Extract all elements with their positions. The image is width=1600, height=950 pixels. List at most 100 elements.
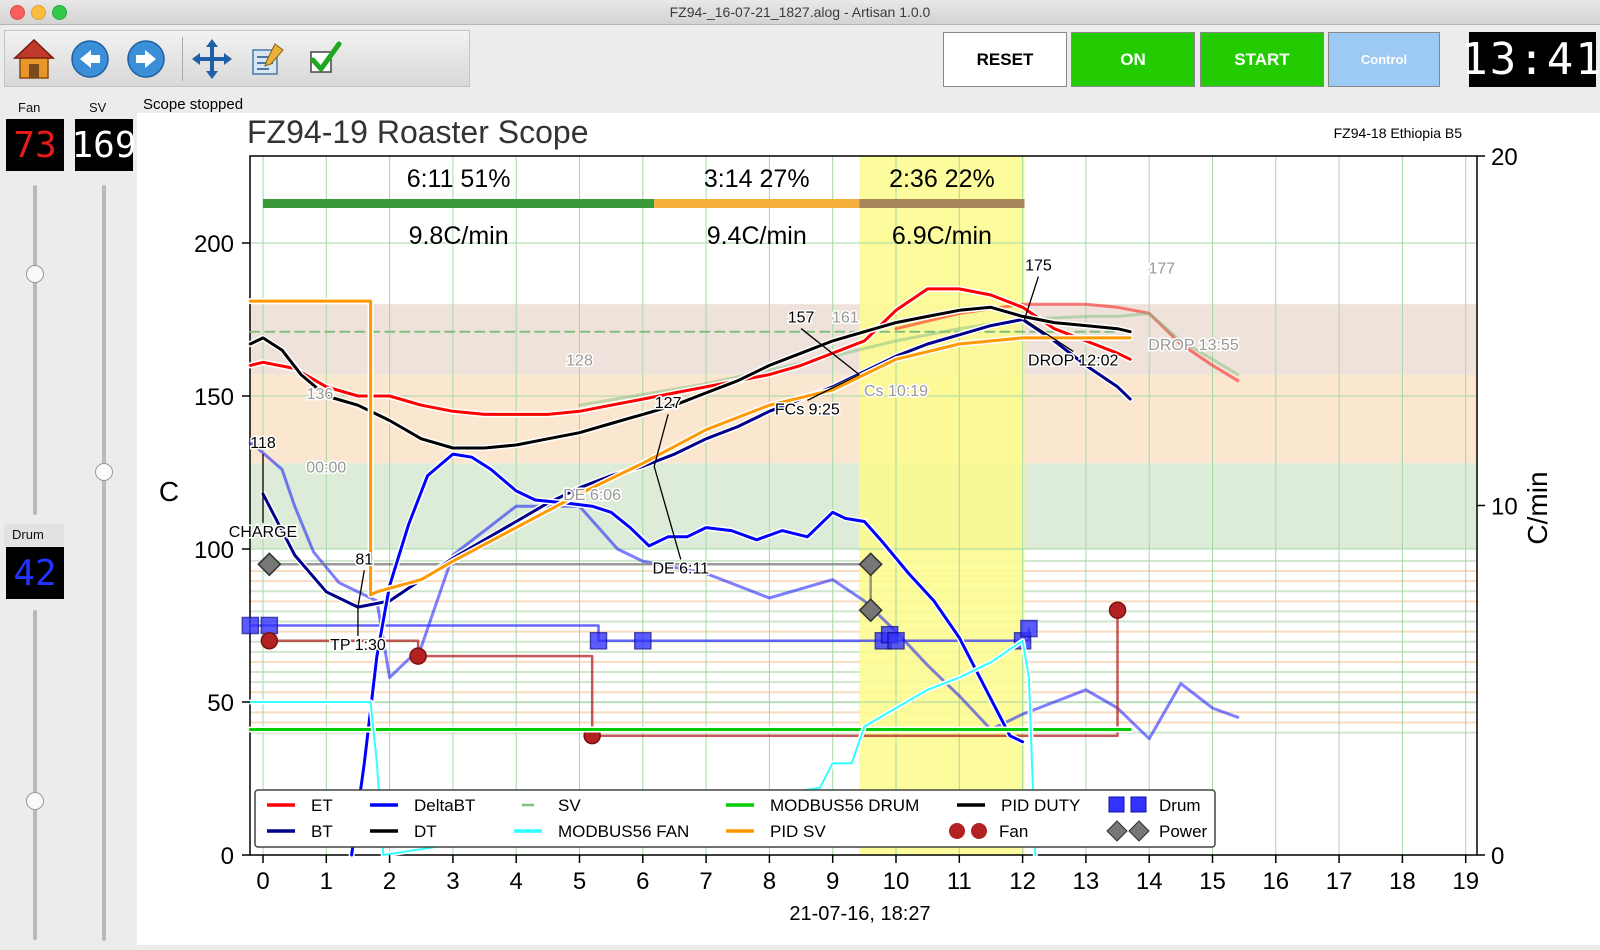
- deltabt-curve: [350, 452, 1025, 857]
- x-tick-label: 13: [1073, 868, 1100, 895]
- y-tick-label: 200: [194, 231, 234, 258]
- x-tick-label: 1: [320, 868, 333, 895]
- chart-svg[interactable]: 6:11 51% 9.8C/min 3:14 27% 9.4C/min 2:36 22%…: [137, 113, 1600, 945]
- fan-slider-handle[interactable]: [26, 265, 44, 284]
- timer-display: 13:41: [1461, 32, 1600, 87]
- on-button[interactable]: ON: [1071, 32, 1195, 87]
- annotation-label: Cs 10:19: [864, 383, 928, 400]
- forward-button[interactable]: [123, 36, 169, 82]
- bt-curve: [261, 318, 1132, 609]
- legend-label: MODBUS56 DRUM: [770, 796, 919, 815]
- phase-ror-label: 9.8C/min: [409, 222, 509, 250]
- legend-swatch: [1130, 796, 1147, 813]
- y-tick-label: 0: [221, 843, 234, 870]
- annotation-leader: [357, 570, 365, 608]
- x-tick-label: 15: [1199, 868, 1226, 895]
- event-fan-marker: [1108, 601, 1127, 619]
- x-tick-label: 10: [883, 868, 910, 895]
- annotation-label: 177: [1149, 261, 1176, 278]
- event-fan-marker: [260, 632, 279, 650]
- start-button[interactable]: START: [1200, 32, 1324, 87]
- pid-sv-curve: [248, 299, 1132, 597]
- y-tick-label: 150: [194, 384, 234, 411]
- phase-ror-label: 9.4C/min: [707, 222, 807, 250]
- title-bar: FZ94-_16-07-21_1827.alog - Artisan 1.0.0: [0, 0, 1600, 25]
- x-tick-label: 5: [573, 868, 586, 895]
- control-button[interactable]: Control: [1328, 32, 1440, 87]
- annotation-leader: [653, 466, 682, 560]
- edit-notes-button[interactable]: [245, 36, 291, 82]
- legend-label: DT: [414, 822, 437, 841]
- reset-button[interactable]: RESET: [943, 32, 1067, 87]
- sv-slider-track[interactable]: [102, 185, 106, 941]
- legend-swatch: [1108, 796, 1125, 813]
- event-drum-marker: [887, 632, 905, 650]
- drum-slider-handle[interactable]: [26, 792, 44, 811]
- x-tick-label: 11: [947, 868, 972, 895]
- annotation-leader: [800, 328, 860, 376]
- x-tick-label: 14: [1136, 868, 1163, 895]
- sv-value-display: 169: [71, 119, 137, 171]
- checkmark-icon: [310, 41, 342, 73]
- x-tick-label: 6: [636, 868, 649, 895]
- minimize-window-button[interactable]: [31, 5, 46, 20]
- event-power-marker: [858, 552, 883, 577]
- legend-label: Power: [1159, 822, 1208, 841]
- x-tick-label: 4: [510, 868, 523, 895]
- x-tick-label: 7: [699, 868, 712, 895]
- y-right-tick-label: 20: [1491, 144, 1518, 171]
- toolbar-separator: [182, 37, 183, 81]
- event-power-marker: [257, 552, 282, 577]
- y-axis-label: C: [159, 476, 179, 507]
- legend-label: PID DUTY: [1001, 796, 1080, 815]
- back-arrow-icon: [71, 40, 109, 78]
- sv-slider-handle[interactable]: [95, 463, 113, 482]
- event-power-marker: [858, 598, 883, 623]
- notes-icon: [252, 43, 284, 75]
- x-tick-label: 19: [1452, 868, 1479, 895]
- event-drum-marker: [260, 616, 279, 635]
- x-tick-label: 9: [826, 868, 839, 895]
- back-button[interactable]: [67, 36, 113, 82]
- legend: ET BT DeltaBT DT SV MODBUS56 FAN MODBUS56 DRUM…: [254, 789, 1216, 848]
- legend-swatch: [1106, 820, 1128, 842]
- y-tick-label: 50: [207, 690, 234, 717]
- x-tick-label: 3: [446, 868, 459, 895]
- annotation-label: 136: [307, 386, 334, 403]
- event-fan-line: [268, 608, 1119, 737]
- zoom-window-button[interactable]: [52, 5, 67, 20]
- x-tick-label: 17: [1326, 868, 1353, 895]
- annotation-label: 118: [250, 435, 276, 452]
- background-profile-label: FZ94-18 Ethiopia B5: [1334, 125, 1463, 141]
- et-curve: [248, 287, 1132, 416]
- legend-swatch: [971, 823, 987, 839]
- annotation-label: 81: [355, 551, 373, 568]
- apply-button[interactable]: [301, 36, 347, 82]
- annotation-leader: [1024, 318, 1074, 352]
- x-tick-label: 12: [1009, 868, 1036, 895]
- forward-arrow-icon: [127, 40, 165, 78]
- drum-slider-track[interactable]: [33, 610, 37, 940]
- event-drum-marker: [634, 632, 652, 650]
- close-window-button[interactable]: [10, 5, 25, 20]
- home-icon: [13, 38, 55, 79]
- annotation-label: FCs 9:25: [775, 401, 840, 418]
- x-tick-label: 8: [763, 868, 776, 895]
- fan-slider-track[interactable]: [33, 185, 37, 515]
- phase-bar: [654, 199, 860, 208]
- toolbar: [4, 30, 470, 87]
- home-button[interactable]: [11, 36, 57, 82]
- annotation-label: CHARGE: [229, 524, 297, 541]
- phase-time-label: 3:14 27%: [704, 165, 810, 193]
- legend-label: Drum: [1159, 796, 1201, 815]
- roaster-scope-chart[interactable]: 6:11 51% 9.8C/min 3:14 27% 9.4C/min 2:36 22%…: [137, 113, 1600, 945]
- pan-button[interactable]: [189, 36, 235, 82]
- legend-swatch: [1128, 820, 1150, 842]
- fan-value-display: 73: [6, 119, 64, 171]
- annotation-leader: [807, 373, 860, 401]
- chart-title: FZ94-19 Roaster Scope: [247, 114, 589, 150]
- annotation-label: DE 6:11: [652, 560, 709, 577]
- annotation-label: 00:00: [306, 460, 346, 477]
- phase-time-label: 2:36 22%: [889, 165, 995, 193]
- phase-ror-label: 6.9C/min: [892, 222, 992, 250]
